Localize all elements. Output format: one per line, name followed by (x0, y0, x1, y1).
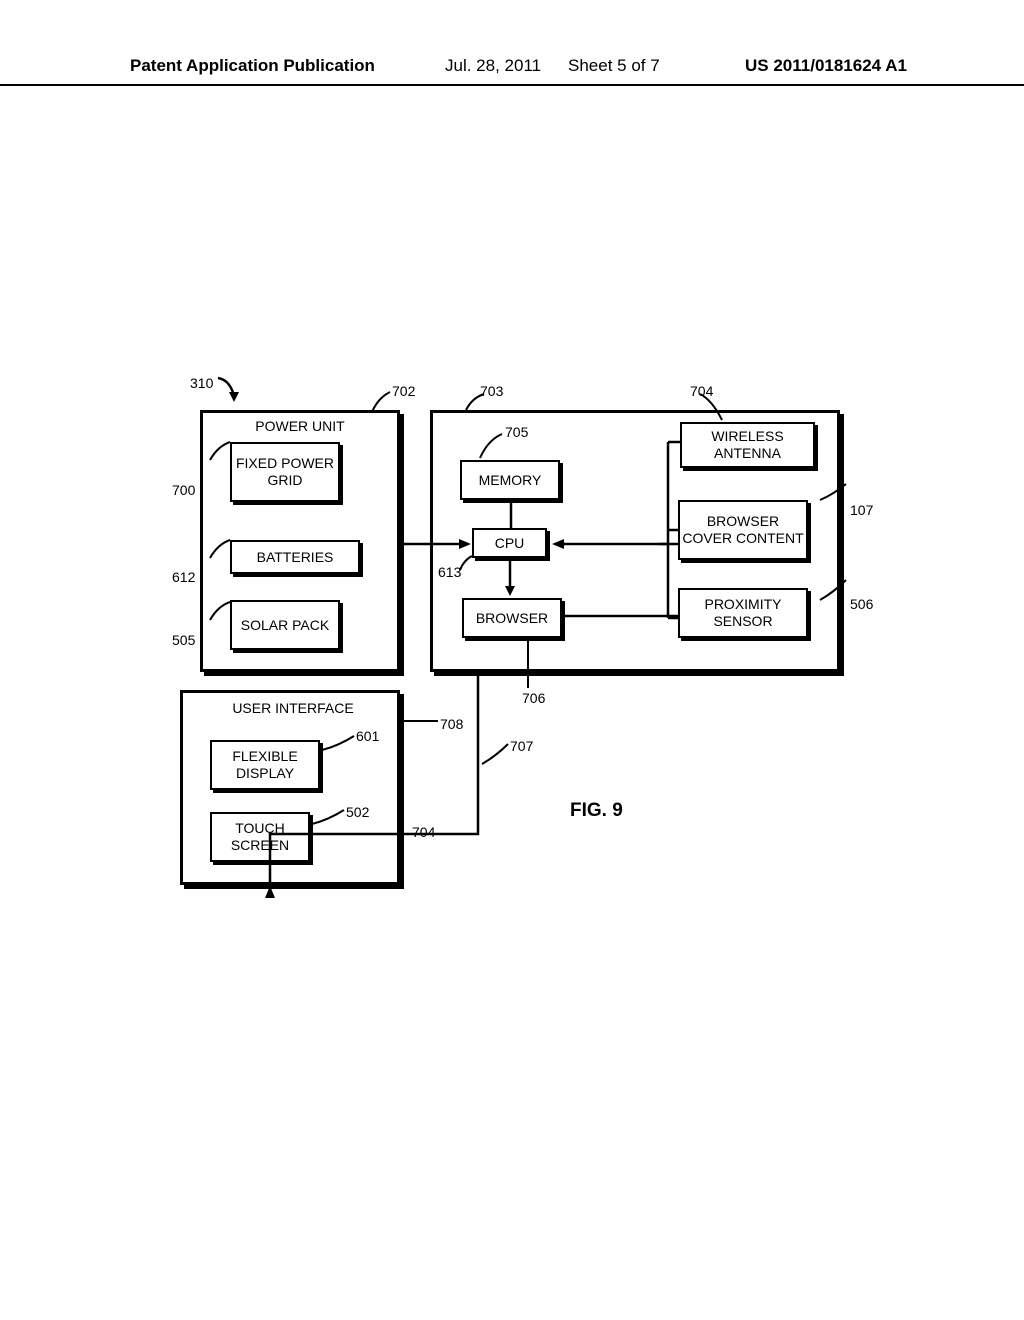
leader-506 (820, 580, 850, 602)
proximity-sensor-label: PROXIMITY SENSOR (682, 596, 804, 630)
ref-310: 310 (190, 375, 213, 391)
ref-705: 705 (505, 424, 528, 440)
solar-pack-box: SOLAR PACK (230, 600, 340, 650)
leader-613 (460, 556, 478, 574)
browser-cover-box: BROWSER COVER CONTENT (678, 500, 808, 560)
wireless-antenna-label: WIRELESS ANTENNA (684, 428, 811, 462)
batteries-box: BATTERIES (230, 540, 360, 574)
leader-107 (820, 484, 850, 506)
line-browser-prox (565, 610, 680, 622)
header-right: US 2011/0181624 A1 (745, 56, 907, 76)
diagram-container: 310 POWER UNIT 702 FIXED POWER GRID 700 … (170, 380, 870, 900)
header-left: Patent Application Publication (130, 56, 375, 76)
ref-702: 702 (392, 383, 415, 399)
memory-box: MEMORY (460, 460, 560, 500)
leader-704-top (700, 394, 730, 424)
line-memory-cpu (506, 502, 516, 530)
arrow-cpu-browser (502, 560, 518, 600)
ref-700: 700 (172, 482, 195, 498)
cpu-label: CPU (495, 535, 525, 552)
leader-700 (210, 442, 232, 464)
leader-706 (522, 640, 534, 690)
ref-107: 107 (850, 502, 873, 518)
leader-703 (466, 394, 486, 414)
arrow-power-cpu (403, 536, 473, 552)
figure-label: FIG. 9 (570, 800, 623, 822)
ref-612: 612 (172, 569, 195, 585)
arrow-310 (218, 378, 248, 408)
header-date: Jul. 28, 2011 (445, 56, 541, 76)
ref-505: 505 (172, 632, 195, 648)
batteries-label: BATTERIES (257, 549, 334, 566)
cpu-box: CPU (472, 528, 547, 558)
line-right-vertical (660, 442, 680, 620)
leader-612 (210, 540, 232, 562)
ref-506: 506 (850, 596, 873, 612)
line-cpu-to-ui (260, 674, 520, 904)
browser-cover-label: BROWSER COVER CONTENT (682, 513, 804, 547)
memory-label: MEMORY (479, 472, 542, 489)
wireless-antenna-box: WIRELESS ANTENNA (680, 422, 815, 468)
browser-label: BROWSER (476, 610, 548, 627)
fixed-power-grid-box: FIXED POWER GRID (230, 442, 340, 502)
header-sheet: Sheet 5 of 7 (568, 56, 660, 76)
ref-613: 613 (438, 564, 461, 580)
solar-pack-label: SOLAR PACK (241, 617, 329, 634)
browser-box: BROWSER (462, 598, 562, 638)
proximity-sensor-box: PROXIMITY SENSOR (678, 588, 808, 638)
leader-705 (480, 434, 505, 462)
leader-505 (210, 602, 232, 624)
ref-706: 706 (522, 690, 545, 706)
fixed-power-grid-label: FIXED POWER GRID (234, 455, 336, 489)
power-unit-title: POWER UNIT (240, 418, 360, 434)
header-rule (0, 84, 1024, 86)
